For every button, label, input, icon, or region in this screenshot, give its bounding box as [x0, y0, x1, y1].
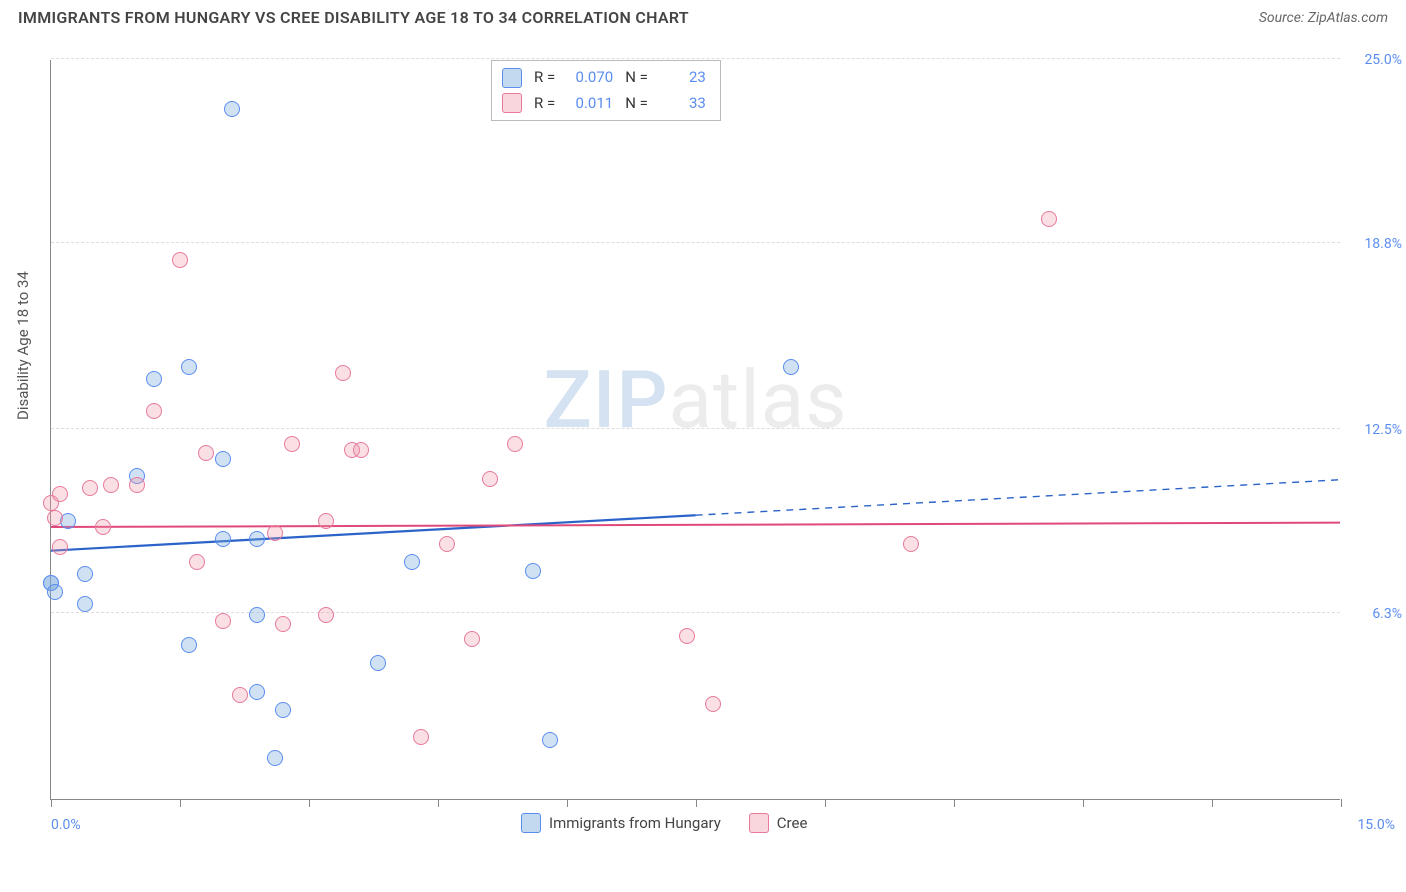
data-point-hungary [783, 359, 799, 375]
data-point-cree [189, 554, 205, 570]
x-tick [825, 799, 826, 807]
stats-row-hungary: R = 0.070 N = 23 [502, 65, 706, 91]
x-axis-max-label: 15.0% [1357, 817, 1395, 833]
x-tick [954, 799, 955, 807]
x-tick [1083, 799, 1084, 807]
n-value: 23 [660, 65, 706, 91]
data-point-hungary [267, 750, 283, 766]
x-tick [567, 799, 568, 807]
data-point-cree [284, 436, 300, 452]
data-point-hungary [215, 531, 231, 547]
legend-item-hungary: Immigrants from Hungary [521, 813, 721, 833]
x-tick [51, 799, 52, 807]
data-point-cree [482, 471, 498, 487]
x-tick [180, 799, 181, 807]
data-point-cree [95, 519, 111, 535]
legend-label: Immigrants from Hungary [549, 814, 721, 832]
data-point-cree [318, 513, 334, 529]
source-label: Source: ZipAtlas.com [1259, 10, 1388, 26]
scatter-chart: ZIPatlas R =0.070N =23R =0.011N =33 0.0%… [50, 60, 1340, 800]
gridline [51, 58, 1340, 59]
x-tick [309, 799, 310, 807]
swatch-cree [502, 93, 522, 113]
n-label: N = [625, 91, 648, 117]
data-point-hungary [370, 655, 386, 671]
data-point-cree [679, 628, 695, 644]
y-tick-label: 6.3% [1347, 606, 1402, 622]
data-point-hungary [525, 563, 541, 579]
data-point-cree [215, 613, 231, 629]
data-point-hungary [146, 371, 162, 387]
data-point-cree [267, 525, 283, 541]
data-point-cree [318, 607, 334, 623]
swatch-hungary [502, 68, 522, 88]
r-label: R = [534, 91, 555, 117]
n-label: N = [625, 65, 648, 91]
y-tick-label: 12.5% [1347, 422, 1402, 438]
data-point-cree [103, 477, 119, 493]
data-point-hungary [181, 359, 197, 375]
data-point-cree [275, 616, 291, 632]
gridline [51, 612, 1340, 613]
x-tick [696, 799, 697, 807]
data-point-hungary [249, 607, 265, 623]
x-tick [438, 799, 439, 807]
stats-box: R = 0.070 N = 23 R = 0.011 N = 33 [491, 60, 721, 121]
data-point-hungary [47, 584, 63, 600]
data-point-cree [146, 403, 162, 419]
data-point-hungary [181, 637, 197, 653]
data-point-hungary [249, 531, 265, 547]
y-axis-label: Disability Age 18 to 34 [14, 271, 32, 420]
legend-label: Cree [777, 814, 808, 832]
data-point-cree [413, 729, 429, 745]
x-tick [1341, 799, 1342, 807]
y-tick-label: 25.0% [1347, 52, 1402, 68]
data-point-cree [464, 631, 480, 647]
gridline [51, 428, 1340, 429]
data-point-hungary [404, 554, 420, 570]
data-point-cree [1041, 211, 1057, 227]
data-point-hungary [215, 451, 231, 467]
n-value: 33 [660, 91, 706, 117]
data-point-cree [82, 480, 98, 496]
y-tick-label: 18.8% [1347, 236, 1402, 252]
data-point-hungary [542, 732, 558, 748]
data-point-cree [232, 687, 248, 703]
data-point-cree [507, 436, 523, 452]
data-point-cree [335, 365, 351, 381]
data-point-hungary [224, 101, 240, 117]
legend: Immigrants from Hungary Cree [521, 813, 807, 833]
page-title: IMMIGRANTS FROM HUNGARY VS CREE DISABILI… [18, 8, 689, 27]
r-value: 0.011 [567, 91, 613, 117]
data-point-hungary [77, 566, 93, 582]
data-point-cree [198, 445, 214, 461]
data-point-cree [47, 510, 63, 526]
data-point-cree [172, 252, 188, 268]
stats-row-cree: R = 0.011 N = 33 [502, 91, 706, 117]
x-axis-min-label: 0.0% [51, 817, 81, 833]
data-point-cree [705, 696, 721, 712]
r-label: R = [534, 65, 555, 91]
watermark: ZIPatlas [544, 353, 848, 447]
r-value: 0.070 [567, 65, 613, 91]
data-point-cree [52, 486, 68, 502]
data-point-cree [353, 442, 369, 458]
data-point-hungary [249, 684, 265, 700]
data-point-cree [52, 539, 68, 555]
x-tick [1212, 799, 1213, 807]
legend-swatch-cree [749, 813, 769, 833]
legend-item-cree: Cree [749, 813, 808, 833]
gridline [51, 242, 1340, 243]
data-point-cree [129, 477, 145, 493]
data-point-cree [439, 536, 455, 552]
data-point-hungary [275, 702, 291, 718]
data-point-cree [903, 536, 919, 552]
legend-swatch-hungary [521, 813, 541, 833]
data-point-hungary [77, 596, 93, 612]
